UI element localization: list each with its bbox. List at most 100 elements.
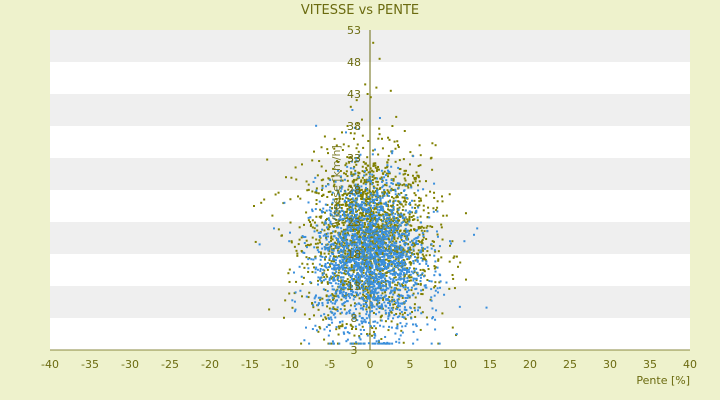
data-point <box>377 342 380 345</box>
data-point <box>351 288 354 291</box>
data-point <box>369 240 372 243</box>
data-point <box>305 180 308 183</box>
data-point <box>382 265 385 268</box>
data-point <box>422 235 425 238</box>
data-point <box>382 208 385 211</box>
data-point <box>419 328 422 331</box>
data-point <box>362 303 365 306</box>
data-point <box>399 234 402 237</box>
data-point <box>380 237 383 240</box>
data-point <box>377 285 380 288</box>
data-point <box>421 238 424 241</box>
data-point <box>453 287 456 290</box>
data-point <box>350 210 353 213</box>
data-point <box>347 250 350 253</box>
data-point <box>390 187 393 190</box>
data-point <box>369 295 372 298</box>
data-point <box>398 338 401 341</box>
data-point <box>345 201 348 204</box>
data-point <box>400 277 403 280</box>
data-point <box>274 193 277 196</box>
data-point <box>338 231 341 234</box>
data-point <box>359 328 362 331</box>
data-point <box>358 172 361 175</box>
data-point <box>426 216 429 219</box>
data-point <box>321 273 324 276</box>
data-point <box>314 271 317 274</box>
data-point <box>330 236 333 239</box>
data-point <box>366 268 369 271</box>
data-point <box>375 340 378 343</box>
data-point <box>377 267 380 270</box>
data-point <box>392 259 395 262</box>
data-point <box>377 153 380 156</box>
data-point <box>383 194 386 197</box>
data-point <box>358 246 361 249</box>
data-point <box>360 226 363 229</box>
data-point <box>385 232 388 235</box>
data-point <box>431 240 434 243</box>
data-point <box>389 234 392 237</box>
data-point <box>385 287 388 290</box>
data-point <box>396 305 399 308</box>
data-point <box>372 272 375 275</box>
data-point <box>305 239 308 242</box>
data-point <box>332 243 335 246</box>
data-point <box>371 153 374 156</box>
data-point <box>317 192 320 195</box>
data-point <box>399 322 402 325</box>
data-point <box>331 262 334 265</box>
data-point <box>339 248 342 251</box>
data-point <box>402 259 405 262</box>
data-point <box>413 244 416 247</box>
data-point <box>337 294 340 297</box>
data-point <box>339 255 342 258</box>
data-point <box>363 225 366 228</box>
data-point <box>363 247 366 250</box>
data-point <box>331 207 334 210</box>
data-point <box>420 229 423 232</box>
data-point <box>359 256 362 259</box>
data-point <box>357 195 360 198</box>
data-point <box>328 246 331 249</box>
data-point <box>364 210 367 213</box>
data-point <box>383 296 386 299</box>
data-point <box>334 261 337 264</box>
data-point <box>307 216 310 219</box>
data-point <box>354 243 357 246</box>
data-point <box>406 279 409 282</box>
data-point <box>325 235 328 238</box>
data-point <box>387 154 390 157</box>
data-point <box>425 260 428 263</box>
data-point <box>355 218 358 221</box>
data-point <box>367 234 370 237</box>
data-point <box>406 229 409 232</box>
data-point <box>390 291 393 294</box>
data-point <box>362 271 365 274</box>
data-point <box>359 342 362 345</box>
data-point <box>362 207 365 210</box>
data-point <box>401 262 404 265</box>
data-point <box>387 301 390 304</box>
data-point <box>357 274 360 277</box>
data-point <box>388 229 391 232</box>
data-point <box>354 161 357 164</box>
data-point <box>347 188 350 191</box>
data-point <box>384 230 387 233</box>
data-point <box>419 154 422 157</box>
data-point <box>330 252 333 255</box>
data-point <box>397 225 400 228</box>
data-point <box>363 257 366 260</box>
data-point <box>368 217 371 220</box>
data-point <box>357 174 360 177</box>
data-point <box>325 246 328 249</box>
data-point <box>358 225 361 228</box>
data-point <box>417 189 420 192</box>
data-point <box>353 269 356 272</box>
data-point <box>356 219 359 222</box>
data-point <box>355 222 358 225</box>
data-point <box>337 279 340 282</box>
data-point <box>351 233 354 236</box>
data-point <box>375 261 378 264</box>
data-point <box>346 331 349 334</box>
